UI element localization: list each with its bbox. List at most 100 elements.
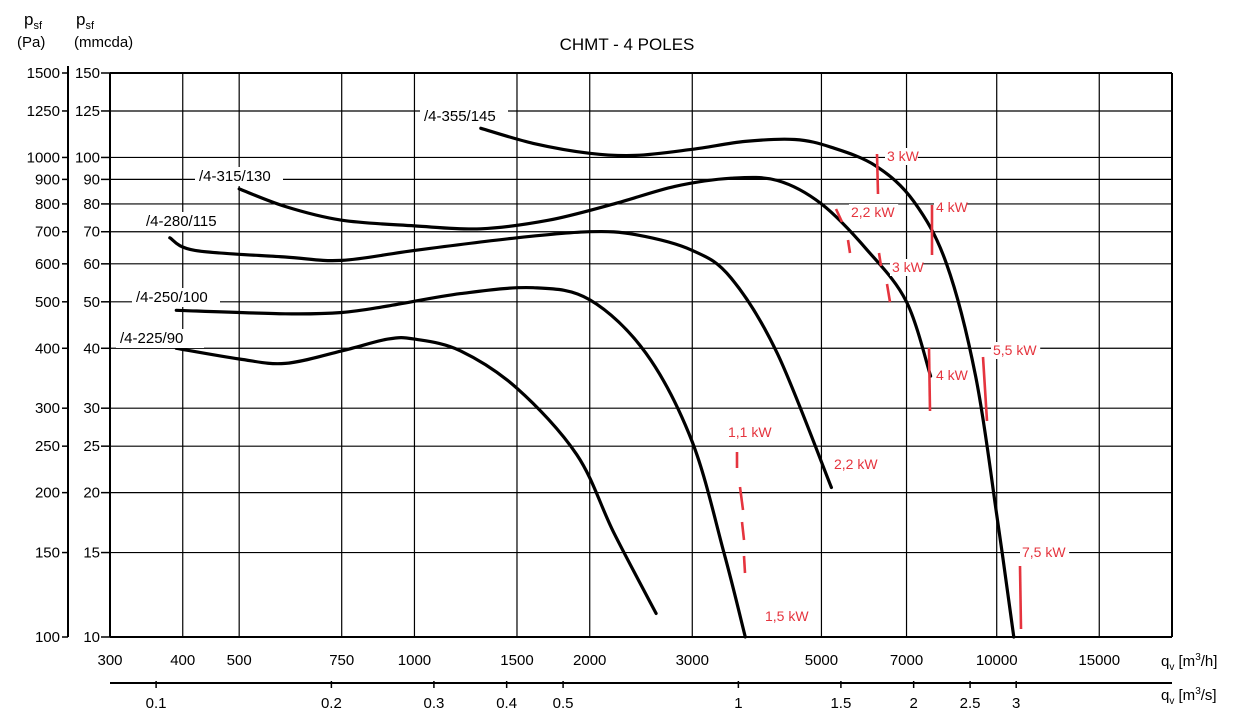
y-tick-label-mmcda: 80 bbox=[83, 196, 100, 213]
x-tick-label-m3s: 0.1 bbox=[146, 695, 167, 712]
y-tick-label-mmcda: 100 bbox=[75, 149, 100, 166]
y-tick-label-pa: 1000 bbox=[27, 149, 60, 166]
y-tick-label-pa: 800 bbox=[35, 196, 60, 213]
x-tick-label-m3s: 0.4 bbox=[496, 695, 517, 712]
y-tick-label-mmcda: 10 bbox=[83, 629, 100, 646]
y-axis-pa-symbol: psf bbox=[24, 10, 43, 32]
series-label-bg bbox=[116, 329, 204, 348]
x-tick-label-m3s: 1 bbox=[734, 695, 742, 712]
x-tick-label-m3h: 750 bbox=[329, 652, 354, 669]
power-mark bbox=[834, 208, 844, 223]
x-axis-m3h-label: qv [m3/h] bbox=[1161, 652, 1217, 673]
y-tick-label-pa: 900 bbox=[35, 171, 60, 188]
y-tick-label-pa: 500 bbox=[35, 294, 60, 311]
x-tick-label-m3h: 5000 bbox=[805, 652, 838, 669]
x-tick-label-m3h: 2000 bbox=[573, 652, 606, 669]
x-tick-label-m3h: 15000 bbox=[1078, 652, 1120, 669]
power-label-bg bbox=[991, 342, 1041, 359]
y-axis-mmcda-symbol: psf bbox=[76, 10, 95, 32]
power-label: 7,5 kW bbox=[1022, 544, 1066, 560]
y-axis-mmcda-unit: (mmcda) bbox=[74, 34, 133, 51]
power-mark bbox=[885, 283, 892, 303]
series-label: /4-315/130 bbox=[199, 168, 271, 185]
power-label-bg bbox=[934, 367, 967, 384]
x-tick-label-m3h: 400 bbox=[170, 652, 195, 669]
power-mark bbox=[927, 347, 932, 412]
y-tick-label-pa: 600 bbox=[35, 256, 60, 273]
y-tick-label-mmcda: 90 bbox=[83, 171, 100, 188]
curves: /4-225/90/4-250/100/4-280/115/4-315/130 /… bbox=[116, 107, 1016, 639]
power-label-bg bbox=[726, 424, 776, 441]
series-label: /4-250/100 bbox=[136, 289, 208, 306]
y-tick-label-mmcda: 70 bbox=[83, 224, 100, 241]
power-mark bbox=[981, 356, 989, 422]
x-tick-label-m3h: 1500 bbox=[500, 652, 533, 669]
y-tick-label-pa: 700 bbox=[35, 224, 60, 241]
x-tick-label-m3h: 300 bbox=[97, 652, 122, 669]
power-label-bg bbox=[890, 259, 923, 276]
power-mark bbox=[738, 486, 745, 511]
y-axis-pa-unit: (Pa) bbox=[17, 34, 45, 51]
y-tick-label-pa: 300 bbox=[35, 400, 60, 417]
power-label: 2,2 kW bbox=[834, 456, 878, 472]
y-tick-label-pa: 250 bbox=[35, 438, 60, 455]
power-label: 2,2 kW bbox=[851, 204, 895, 220]
power-label: 4 kW bbox=[936, 367, 969, 383]
power-label-bg bbox=[763, 608, 813, 625]
y-tick-label-mmcda: 125 bbox=[75, 103, 100, 120]
chart-title: CHMT - 4 POLES bbox=[560, 35, 695, 54]
power-label: 1,1 kW bbox=[728, 424, 772, 440]
series-label: /4-280/115 bbox=[146, 213, 217, 230]
x-tick-label-m3s: 3 bbox=[1012, 695, 1020, 712]
power-label: 3 kW bbox=[887, 148, 920, 164]
y-tick-label-pa: 1500 bbox=[27, 65, 60, 82]
y-tick-label-mmcda: 150 bbox=[75, 65, 100, 82]
x-tick-label-m3s: 2 bbox=[909, 695, 917, 712]
fan-curve-series bbox=[174, 336, 658, 615]
power-label-bg bbox=[849, 204, 899, 221]
power-marks: 1,1 kW 1,5 kW 2,2 kW 2,2 kW 3 kW 3 kW 4 kW 4 kW… bbox=[726, 148, 1070, 630]
series-label-bg bbox=[142, 212, 230, 231]
y-tick-label-pa: 1250 bbox=[27, 103, 60, 120]
power-label: 3 kW bbox=[892, 259, 925, 275]
power-label-bg bbox=[934, 199, 967, 216]
y-tick-label-mmcda: 25 bbox=[83, 438, 100, 455]
y-tick-label-mmcda: 15 bbox=[83, 545, 100, 562]
y-tick-label-mmcda: 60 bbox=[83, 256, 100, 273]
x-tick-label-m3h: 3000 bbox=[676, 652, 709, 669]
y-tick-label-pa: 100 bbox=[35, 629, 60, 646]
y-tick-label-pa: 150 bbox=[35, 545, 60, 562]
x-tick-label-m3h: 10000 bbox=[976, 652, 1018, 669]
x-axis-m3s-label: qv [m3/s] bbox=[1161, 686, 1217, 707]
y-tick-label-mmcda: 50 bbox=[83, 294, 100, 311]
y-tick-label-pa: 400 bbox=[35, 340, 60, 357]
x-tick-label-m3s: 0.3 bbox=[423, 695, 444, 712]
power-label: 5,5 kW bbox=[993, 342, 1037, 358]
power-mark bbox=[1018, 565, 1023, 630]
fan-curve-series bbox=[168, 229, 833, 490]
x-tick-label-m3h: 7000 bbox=[890, 652, 923, 669]
series-label-bg bbox=[132, 288, 220, 307]
x-tick-label-m3s: 0.5 bbox=[553, 695, 574, 712]
power-mark bbox=[740, 521, 746, 541]
fan-curve-series bbox=[479, 126, 1016, 639]
power-label: 1,5 kW bbox=[765, 608, 809, 624]
power-mark bbox=[877, 252, 883, 267]
power-label-bg bbox=[1020, 544, 1070, 561]
y-tick-label-mmcda: 20 bbox=[83, 485, 100, 502]
power-label-bg bbox=[885, 148, 918, 165]
power-label: 4 kW bbox=[936, 199, 969, 215]
series-label-bg bbox=[195, 167, 283, 186]
power-mark bbox=[846, 239, 852, 254]
series-label-bg bbox=[420, 107, 508, 126]
axes: 100 10 150 15 200 20 250 25 300 30 400 40 500 50 600 60… bbox=[27, 65, 1173, 712]
y-tick-label-pa: 200 bbox=[35, 485, 60, 502]
x-tick-label-m3s: 1.5 bbox=[830, 695, 851, 712]
y-tick-label-mmcda: 40 bbox=[83, 340, 100, 357]
x-tick-label-m3s: 0.2 bbox=[321, 695, 342, 712]
x-tick-label-m3s: 2.5 bbox=[960, 695, 981, 712]
power-label-bg bbox=[832, 456, 882, 473]
power-mark bbox=[875, 153, 880, 195]
fan-curve-series bbox=[237, 175, 933, 378]
